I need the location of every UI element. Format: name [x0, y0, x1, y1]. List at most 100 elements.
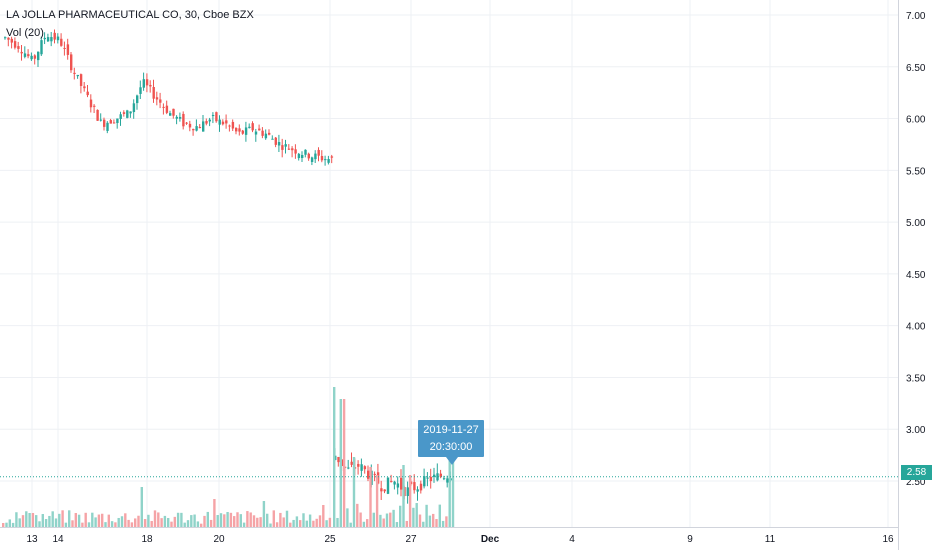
candle-body — [248, 126, 251, 128]
candle-body — [63, 47, 66, 49]
candle-body — [274, 137, 277, 145]
candle-body — [10, 38, 13, 43]
volume-bar — [84, 512, 87, 527]
x-tick-label: 25 — [324, 534, 336, 545]
volume-bar — [206, 511, 209, 527]
volume-bar — [18, 518, 21, 527]
candle-body — [310, 157, 314, 162]
candle-body — [56, 36, 60, 41]
candle-body — [89, 99, 93, 108]
candle-body — [103, 119, 106, 127]
candle-body — [383, 489, 386, 492]
candle-body — [277, 142, 281, 146]
volume-bar — [134, 518, 137, 527]
candle-body — [304, 149, 307, 155]
volume-bar — [64, 522, 68, 527]
volume-bar — [219, 513, 223, 527]
volume-bar — [299, 520, 302, 527]
x-tick-label: 11 — [765, 534, 776, 545]
volume-bar — [385, 513, 389, 527]
volume-bar — [242, 522, 246, 527]
volume-bar — [68, 510, 71, 527]
volume-bar — [110, 521, 114, 527]
volume-bar — [451, 457, 455, 527]
volume-bar — [229, 512, 233, 527]
candle-body — [86, 91, 89, 96]
candle-body — [301, 154, 304, 158]
volume-bar — [333, 387, 336, 527]
volume-bar — [369, 467, 372, 527]
candle-body — [314, 153, 317, 160]
volume-bar — [11, 522, 15, 527]
x-tick-label: 18 — [141, 534, 153, 545]
volume-bar — [226, 512, 229, 527]
candle-body — [185, 122, 188, 124]
volume-bar — [312, 520, 315, 527]
volume-bar — [74, 512, 77, 527]
x-tick-label: Dec — [481, 534, 500, 545]
candle-body — [241, 130, 244, 134]
candle-body — [96, 109, 99, 121]
candle-body — [145, 79, 149, 86]
volume-bar — [233, 516, 236, 527]
candle-body — [446, 478, 449, 483]
volume-bar — [445, 516, 448, 527]
volume-bar — [342, 399, 346, 527]
volume-bar — [176, 512, 180, 527]
candle-body — [350, 461, 353, 465]
candle-body — [317, 149, 320, 156]
candle-body — [159, 99, 162, 103]
candle-body — [178, 117, 182, 119]
volume-bar — [392, 509, 395, 527]
candle-body — [423, 476, 426, 487]
volume-bar — [8, 519, 11, 527]
candle-body — [228, 125, 231, 127]
candle-body — [53, 32, 56, 40]
volume-bar — [223, 514, 226, 527]
volume-bar — [275, 522, 279, 527]
volume-bar — [94, 517, 97, 527]
volume-bar — [124, 513, 127, 527]
last-price-badge: 2.58 — [901, 465, 932, 480]
volume-bar — [150, 520, 153, 527]
candle-body — [268, 132, 271, 135]
candle-body — [99, 119, 103, 121]
volume-bar — [405, 520, 408, 527]
volume-bar — [25, 511, 28, 527]
candle-body — [386, 477, 390, 494]
volume-bar — [308, 514, 312, 527]
y-tick-label: 4.50 — [906, 270, 926, 281]
volume-bar — [51, 511, 54, 527]
candle-body — [436, 473, 439, 481]
volume-bar — [54, 518, 58, 527]
volume-bar — [71, 520, 74, 527]
volume-bar — [359, 512, 362, 527]
candle-body — [30, 55, 33, 60]
candle-body — [390, 480, 393, 482]
candle-body — [330, 156, 334, 158]
candle-body — [360, 464, 363, 471]
volume-bar — [412, 507, 415, 527]
volume-bar — [114, 522, 117, 527]
candle-body — [205, 121, 208, 124]
volume-bar — [292, 519, 295, 527]
volume-bar — [58, 513, 61, 527]
volume-bar — [418, 514, 422, 527]
volume-bar — [91, 512, 94, 527]
candle-body — [215, 112, 218, 122]
candle-body — [347, 467, 350, 469]
candle-body — [244, 127, 248, 135]
candle-body — [251, 123, 254, 131]
volume-bar — [167, 517, 170, 527]
volume-bar — [173, 516, 176, 527]
volume-bar — [246, 511, 249, 527]
volume-bar — [130, 522, 134, 527]
volume-bar — [266, 513, 269, 527]
candle-body — [4, 37, 7, 39]
volume-bar — [101, 513, 104, 527]
y-tick-label: 7.00 — [906, 11, 926, 22]
volume-bar — [279, 512, 282, 527]
volume-bar — [41, 514, 44, 527]
